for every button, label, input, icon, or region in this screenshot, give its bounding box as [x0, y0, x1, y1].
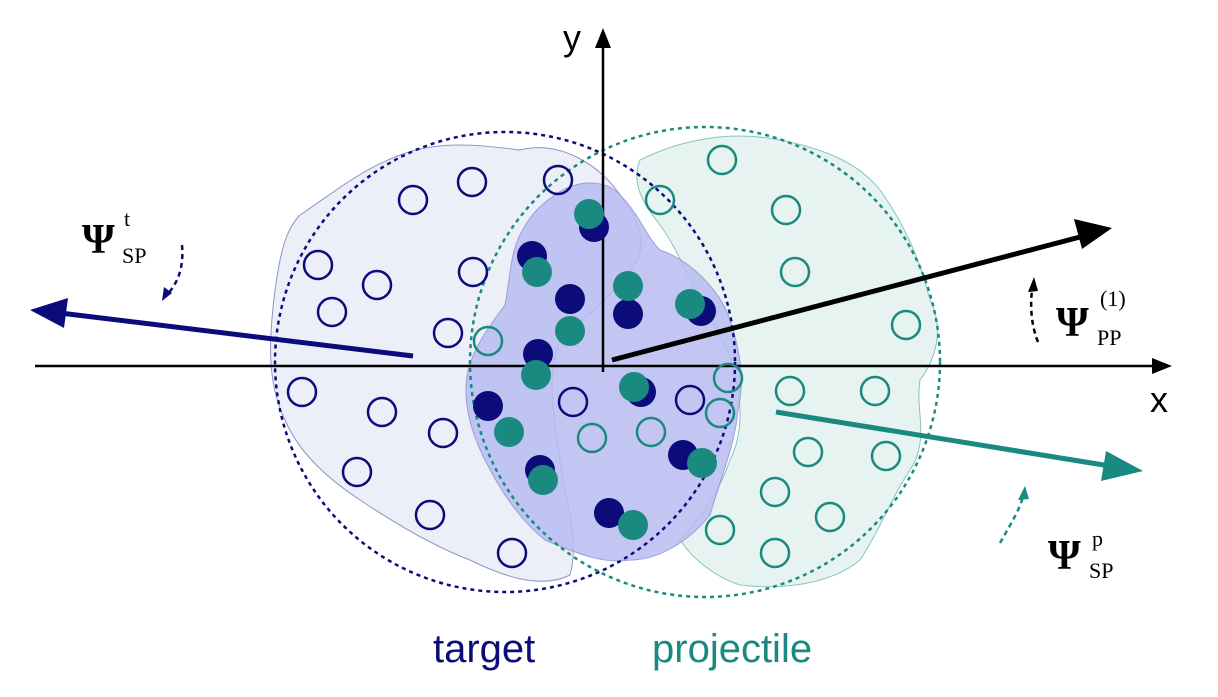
psi-sp-target-label: Ψ t SP [82, 206, 146, 268]
psi-superscript: p [1092, 526, 1103, 551]
psi-subscript: SP [122, 243, 146, 268]
projectile-label: projectile [652, 627, 812, 671]
nucleon [397, 184, 429, 216]
nucleon [494, 417, 524, 447]
nucleon [613, 299, 643, 329]
nucleon [427, 417, 459, 449]
nucleon [674, 384, 706, 416]
y-axis-label: y [563, 17, 581, 58]
rotation-arrow-projectile [998, 492, 1026, 544]
psi-pp-arrowhead [1074, 219, 1112, 249]
x-axis-arrowhead [1152, 358, 1172, 374]
psi-sp-projectile-vector [775, 409, 1111, 469]
nucleon [366, 396, 398, 428]
nucleon [528, 465, 558, 495]
nucleon [870, 440, 902, 472]
nucleon [576, 422, 608, 454]
nucleon [473, 391, 503, 421]
target-label: target [433, 627, 535, 671]
nucleon [618, 510, 648, 540]
nucleon [594, 498, 624, 528]
nucleon [496, 537, 528, 569]
projectile-nucleus-boundary [468, 125, 942, 599]
rotation-arrow-target-head [162, 287, 172, 301]
nucleon [456, 166, 488, 198]
nucleon [414, 499, 446, 531]
nucleon [712, 362, 744, 394]
nucleon [759, 537, 791, 569]
nucleon [619, 372, 649, 402]
psi-symbol: Ψ [82, 217, 115, 263]
psi-sp-target-arrowhead [30, 298, 68, 328]
psi-sp-projectile-label: Ψ p SP [1048, 526, 1113, 583]
psi-pp-label: Ψ (1) PP [1056, 286, 1126, 350]
nucleon [316, 296, 348, 328]
nucleon [555, 284, 585, 314]
nucleon [542, 164, 574, 196]
nucleon [706, 144, 738, 176]
nucleon [472, 325, 504, 357]
nucleon [521, 360, 551, 390]
nucleon [302, 249, 334, 281]
nucleon [522, 257, 552, 287]
rotation-arrow-target [165, 244, 184, 297]
psi-symbol: Ψ [1048, 533, 1081, 579]
psi-subscript: SP [1089, 558, 1113, 583]
target-spectator-nucleons [286, 164, 706, 569]
projectile-participant-nucleons [494, 199, 717, 540]
nucleon [792, 436, 824, 468]
rotation-arrow-pp [1029, 283, 1040, 343]
nucleon [779, 256, 811, 288]
psi-superscript: t [124, 206, 130, 231]
nucleon [759, 476, 791, 508]
nucleon [635, 416, 667, 448]
nucleon [361, 269, 393, 301]
nucleon [859, 375, 891, 407]
nucleon [644, 184, 676, 216]
rotation-arrow-projectile-head [1018, 486, 1029, 500]
nucleon [687, 448, 717, 478]
psi-sp-target-vector [59, 310, 414, 359]
nucleon [890, 309, 922, 341]
rotation-arrow-pp-head [1028, 277, 1038, 292]
projectile-spectator-nucleons [472, 144, 922, 569]
nucleon [555, 316, 585, 346]
nucleon [675, 289, 705, 319]
nucleon [814, 501, 846, 533]
y-axis-arrowhead [595, 28, 611, 48]
nucleon [286, 376, 318, 408]
nucleon [613, 271, 643, 301]
nucleon [704, 514, 736, 546]
nucleon [704, 397, 736, 429]
psi-superscript: (1) [1100, 286, 1126, 311]
target-nucleus-boundary [273, 130, 737, 594]
nucleon [574, 199, 604, 229]
nucleon [557, 386, 589, 418]
psi-subscript: PP [1097, 325, 1121, 350]
x-axis-label: x [1150, 379, 1168, 420]
psi-pp-vector [611, 234, 1081, 363]
nucleon [774, 375, 806, 407]
psi-sp-projectile-arrowhead [1101, 451, 1143, 481]
nucleon [341, 456, 373, 488]
nucleon [770, 194, 802, 226]
nucleon [432, 317, 464, 349]
nucleon [457, 256, 489, 288]
psi-symbol: Ψ [1056, 300, 1089, 346]
